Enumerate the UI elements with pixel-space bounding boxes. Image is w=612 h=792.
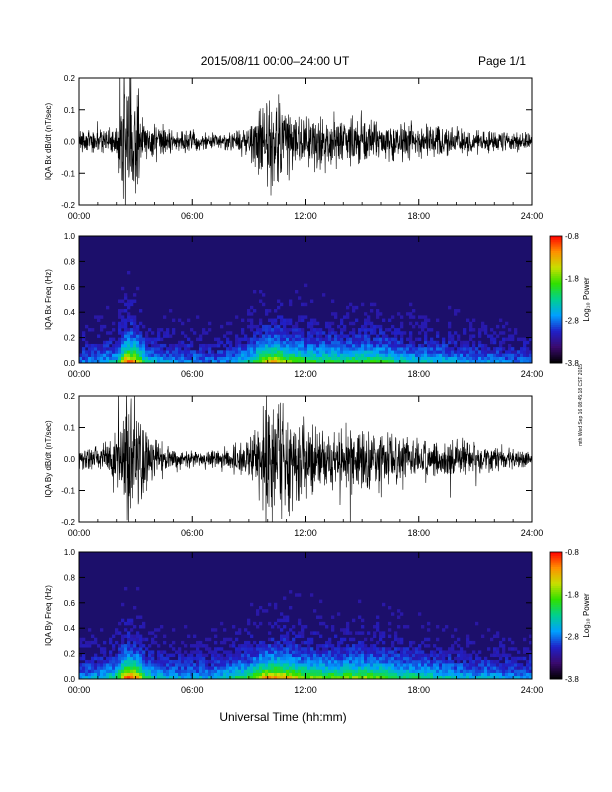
x-tick-label: 06:00 [181, 528, 204, 538]
colorbar-frame [549, 551, 563, 680]
page-title: 2015/08/11 00:00–24:00 UT [201, 54, 350, 68]
side-stamp: mth Wed Sep 16 08:45:18 CST 2015 [578, 364, 584, 446]
colorbar-tick-label: -1.8 [565, 590, 579, 599]
x-tick-label: 00:00 [68, 528, 91, 538]
y-tick-label: 1.0 [64, 548, 76, 557]
y-axis-label: IQA Bx dB/dt (nT/sec) [44, 102, 53, 180]
y-tick-label: -0.2 [61, 201, 75, 210]
y-tick-label: 0.4 [64, 624, 76, 633]
y-tick-label: 0.4 [64, 308, 76, 317]
y-tick-label: -0.1 [61, 169, 75, 178]
y-tick-label: 0.0 [64, 138, 76, 147]
x-tick-label: 18:00 [407, 528, 430, 538]
colorbar: -0.8 -1.8 -2.8 -3.8 Log₁₀ Power [549, 548, 591, 684]
x-tick-label: 12:00 [294, 685, 317, 695]
y-tick-label: 1.0 [64, 232, 76, 241]
x-tick-label: 24:00 [521, 528, 544, 538]
y-tick-label: 0.0 [64, 675, 76, 684]
x-tick-label: 18:00 [407, 369, 430, 379]
series-trace [79, 78, 532, 205]
y-tick-label: 0.2 [64, 74, 76, 83]
colorbar-tick-label: -3.8 [565, 675, 579, 684]
spectrogram-panel-4: 1.0 0.8 0.6 0.4 0.2 0.0 IQA By Freq (Hz) 00:00 0… [44, 548, 591, 695]
spectrogram-panel-2: 1.0 0.8 0.6 0.4 0.2 0.0 IQA Bx Freq (Hz) 00:00 0… [44, 232, 591, 379]
x-tick-label: 24:00 [521, 685, 544, 695]
y-tick-label: 0.1 [64, 106, 76, 115]
x-tick-label: 06:00 [181, 369, 204, 379]
y-axis-label: IQA Bx Freq (Hz) [44, 269, 53, 330]
line-panel-1: 0.2 0.1 0.0 -0.1 -0.2 IQA Bx dB/dt (nT/sec) 00… [44, 74, 544, 221]
y-tick-label: 0.2 [64, 650, 76, 659]
x-tick-label: 18:00 [407, 211, 430, 221]
colorbar-label: Log₁₀ Power [582, 593, 591, 638]
x-tick-label: 12:00 [294, 369, 317, 379]
colorbar-tick-label: -0.8 [565, 548, 579, 557]
x-tick-label: 06:00 [181, 211, 204, 221]
y-tick-label: 0.0 [64, 455, 76, 464]
y-tick-label: 0.2 [64, 392, 76, 401]
x-tick-label: 12:00 [294, 211, 317, 221]
x-tick-label: 18:00 [407, 685, 430, 695]
y-axis-label: IQA By Freq (Hz) [44, 585, 53, 646]
colorbar-tick-label: -3.8 [565, 359, 579, 368]
x-tick-label: 24:00 [521, 211, 544, 221]
y-tick-label: 0.6 [64, 599, 76, 608]
colorbar-tick-label: -0.8 [565, 232, 579, 241]
y-axis-label: IQA By dB/dt (nT/sec) [44, 420, 53, 498]
x-tick-label: 00:00 [68, 369, 91, 379]
page-number: Page 1/1 [478, 54, 526, 68]
y-tick-label: 0.1 [64, 424, 76, 433]
x-tick-label: 12:00 [294, 528, 317, 538]
colorbar: -0.8 -1.8 -2.8 -3.8 Log₁₀ Power [549, 232, 591, 368]
x-tick-label: 06:00 [181, 685, 204, 695]
x-tick-label: 24:00 [521, 369, 544, 379]
y-tick-label: 0.6 [64, 283, 76, 292]
x-axis-label: Universal Time (hh:mm) [219, 710, 346, 724]
colorbar-frame [549, 235, 563, 364]
colorbar-tick-label: -2.8 [565, 633, 579, 642]
colorbar-label: Log₁₀ Power [582, 277, 591, 322]
x-tick-label: 00:00 [68, 685, 91, 695]
y-tick-label: 0.8 [64, 257, 76, 266]
x-tick-label: 00:00 [68, 211, 91, 221]
colorbar-tick-label: -1.8 [565, 274, 579, 283]
spectrogram-cells [79, 586, 533, 680]
y-tick-label: -0.1 [61, 487, 75, 496]
y-tick-label: 0.2 [64, 334, 76, 343]
series-trace [79, 396, 532, 522]
colorbar-tick-label: -2.8 [565, 317, 579, 326]
line-panel-3: 0.2 0.1 0.0 -0.1 -0.2 IQA By dB/dt (nT/sec) 00… [44, 392, 544, 538]
y-tick-label: 0.8 [64, 573, 76, 582]
y-tick-label: 0.0 [64, 359, 76, 368]
spectrogram-cells [79, 270, 533, 364]
y-tick-label: -0.2 [61, 518, 75, 527]
